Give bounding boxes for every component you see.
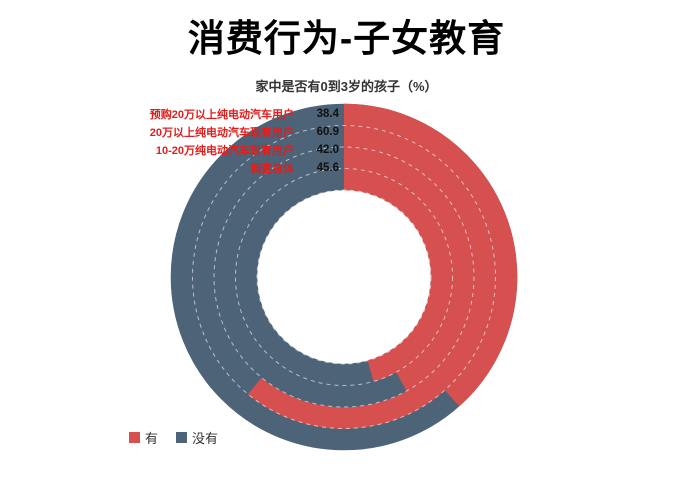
ring-label-value: 42.0 [316, 144, 339, 156]
ring-label-row: 20万以上纯电动汽车现有用户 60.9 [150, 123, 339, 141]
ring-3-segment-有 [235, 168, 453, 386]
legend-swatch [129, 432, 140, 443]
ring-1-segment-有 [192, 125, 496, 429]
ring-labels: 预购20万以上纯电动汽车用户 38.4 20万以上纯电动汽车现有用户 60.9 10-2… [150, 105, 339, 177]
page-title: 消费行为-子女教育 [187, 18, 506, 59]
legend-label: 没有 [192, 431, 219, 446]
ring-label-value: 60.9 [316, 126, 339, 138]
ring-separator-dashed-circle [213, 146, 475, 408]
ring-2-segment-有 [213, 146, 475, 408]
ring-label-category: 20万以上纯电动汽车现有用户 [149, 127, 294, 139]
ring-label-category: 调查总体 [250, 163, 294, 175]
legend-swatch [176, 432, 188, 443]
ring-0-segment-有 [170, 103, 518, 451]
legend-item-没有[interactable]: 没有 [176, 428, 218, 447]
chart-subtitle: 家中是否有0到3岁的孩子（%） [255, 79, 438, 94]
legend-item-有[interactable]: 有 [129, 428, 158, 447]
ring-label-row: 预购20万以上纯电动汽车用户 38.4 [150, 105, 339, 123]
ring-separator-dashed-circle [192, 125, 496, 429]
ring-separator-dashed-circle [256, 189, 432, 365]
legend-label: 有 [145, 431, 159, 446]
ring-label-value: 45.6 [316, 162, 339, 174]
ring-label-category: 10-20万纯电动汽车现有用户 [155, 145, 294, 157]
ring-label-value: 38.4 [316, 108, 339, 120]
ring-separator-dashed-circle [235, 168, 453, 386]
ring-label-category: 预购20万以上纯电动汽车用户 [149, 109, 294, 121]
ring-label-row: 10-20万纯电动汽车现有用户 42.0 [150, 141, 339, 159]
chart-legend: 有 没有 [129, 428, 218, 447]
ring-label-row: 调查总体 45.6 [150, 159, 339, 177]
